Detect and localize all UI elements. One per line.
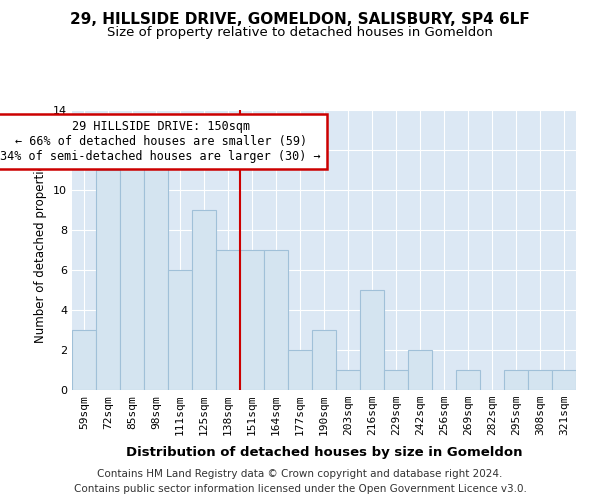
Bar: [456, 370, 480, 390]
Bar: [504, 370, 528, 390]
Text: Size of property relative to detached houses in Gomeldon: Size of property relative to detached ho…: [107, 26, 493, 39]
Bar: [192, 210, 216, 390]
Bar: [552, 370, 576, 390]
Bar: [216, 250, 240, 390]
Bar: [528, 370, 552, 390]
Y-axis label: Number of detached properties: Number of detached properties: [34, 157, 47, 343]
Bar: [144, 150, 168, 390]
Bar: [288, 350, 312, 390]
Text: Contains HM Land Registry data © Crown copyright and database right 2024.
Contai: Contains HM Land Registry data © Crown c…: [74, 469, 526, 494]
Bar: [96, 170, 120, 390]
Bar: [384, 370, 408, 390]
Text: 29, HILLSIDE DRIVE, GOMELDON, SALISBURY, SP4 6LF: 29, HILLSIDE DRIVE, GOMELDON, SALISBURY,…: [70, 12, 530, 28]
Bar: [360, 290, 384, 390]
Text: 29 HILLSIDE DRIVE: 150sqm
← 66% of detached houses are smaller (59)
34% of semi-: 29 HILLSIDE DRIVE: 150sqm ← 66% of detac…: [1, 120, 321, 163]
Bar: [120, 150, 144, 390]
Bar: [408, 350, 432, 390]
X-axis label: Distribution of detached houses by size in Gomeldon: Distribution of detached houses by size …: [126, 446, 522, 460]
Bar: [336, 370, 360, 390]
Bar: [72, 330, 96, 390]
Bar: [168, 270, 192, 390]
Bar: [264, 250, 288, 390]
Bar: [312, 330, 336, 390]
Bar: [240, 250, 264, 390]
